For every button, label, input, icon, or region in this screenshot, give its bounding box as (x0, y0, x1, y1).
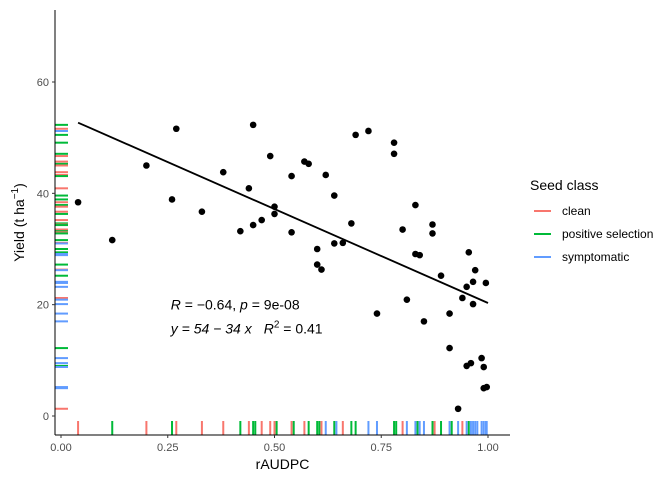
data-point (348, 220, 355, 227)
data-point (469, 300, 477, 308)
data-point (420, 318, 428, 325)
data-point (390, 150, 398, 158)
y-tick-label: 0 (43, 411, 49, 423)
legend-label: clean (562, 204, 591, 218)
y-tick-label: 40 (37, 188, 49, 200)
x-tick-label: 0.25 (157, 442, 178, 454)
data-point (249, 121, 257, 129)
data-point (429, 221, 436, 228)
data-point (143, 162, 150, 169)
data-point (459, 294, 466, 302)
data-point (245, 185, 253, 192)
x-axis-title: rAUDPC (256, 456, 310, 472)
data-point (429, 230, 436, 237)
axes: 0.00 0.25 0.50 0.75 1.00 0 20 40 60 rAUDPC Yield (… (10, 10, 510, 472)
rug-y (55, 123, 68, 410)
x-tick-label: 0.50 (264, 442, 285, 454)
data-point (258, 216, 265, 224)
data-point (313, 261, 321, 268)
legend-label: positive selection (562, 227, 653, 241)
data-point (373, 310, 381, 317)
data-point (305, 160, 312, 168)
data-point (318, 266, 325, 273)
data-point (249, 221, 257, 229)
data-point (390, 139, 398, 146)
data-point (237, 227, 244, 235)
legend-title: Seed class (530, 177, 598, 193)
data-point (365, 127, 372, 135)
data-point (266, 152, 274, 160)
data-point (330, 192, 338, 199)
data-point (412, 201, 419, 209)
data-point (322, 171, 330, 179)
data-point (399, 226, 406, 233)
data-point (463, 283, 470, 291)
data-point (172, 125, 180, 133)
regression-annotation: R = −0.64, p = 9e-08 y = 54 − 34 x R2 = 0.… (170, 297, 323, 337)
data-point (469, 278, 477, 286)
data-point (483, 383, 491, 391)
data-point (465, 249, 473, 256)
annotation-line-2: y = 54 − 34 x R2 = 0.41 (170, 320, 323, 337)
data-point (482, 279, 490, 287)
data-point (416, 251, 423, 259)
data-point (352, 131, 359, 139)
data-point (480, 363, 488, 371)
y-axis-title: Yield (t ha−1) (10, 183, 27, 262)
data-point (271, 210, 278, 218)
data-point (446, 310, 453, 317)
data-point (313, 245, 321, 253)
data-point (478, 354, 485, 362)
data-point (288, 172, 295, 180)
data-point (454, 405, 462, 413)
data-point (330, 240, 338, 247)
data-point (403, 296, 411, 303)
data-point (471, 266, 479, 274)
legend-label: symptomatic (562, 250, 629, 264)
data-point (467, 359, 475, 367)
legend: Seed class clean positive selection symptom… (530, 177, 653, 264)
data-points (74, 121, 491, 413)
y-tick-label: 60 (37, 77, 49, 89)
data-point (288, 229, 295, 236)
data-point (437, 272, 445, 280)
regression-line-group (77, 121, 489, 304)
data-point (219, 168, 227, 176)
data-point (339, 239, 347, 247)
x-tick-label: 1.00 (477, 442, 498, 454)
data-point (108, 236, 116, 244)
rug-x (77, 421, 488, 435)
y-tick-label: 20 (37, 300, 49, 312)
data-point (446, 344, 453, 352)
data-point (168, 196, 176, 203)
regression-line (77, 121, 489, 304)
data-point (74, 198, 82, 206)
data-point (198, 208, 206, 216)
x-tick-label: 0.00 (50, 442, 71, 454)
x-tick-label: 0.75 (371, 442, 392, 454)
annotation-line-1: R = −0.64, p = 9e-08 (171, 297, 300, 313)
